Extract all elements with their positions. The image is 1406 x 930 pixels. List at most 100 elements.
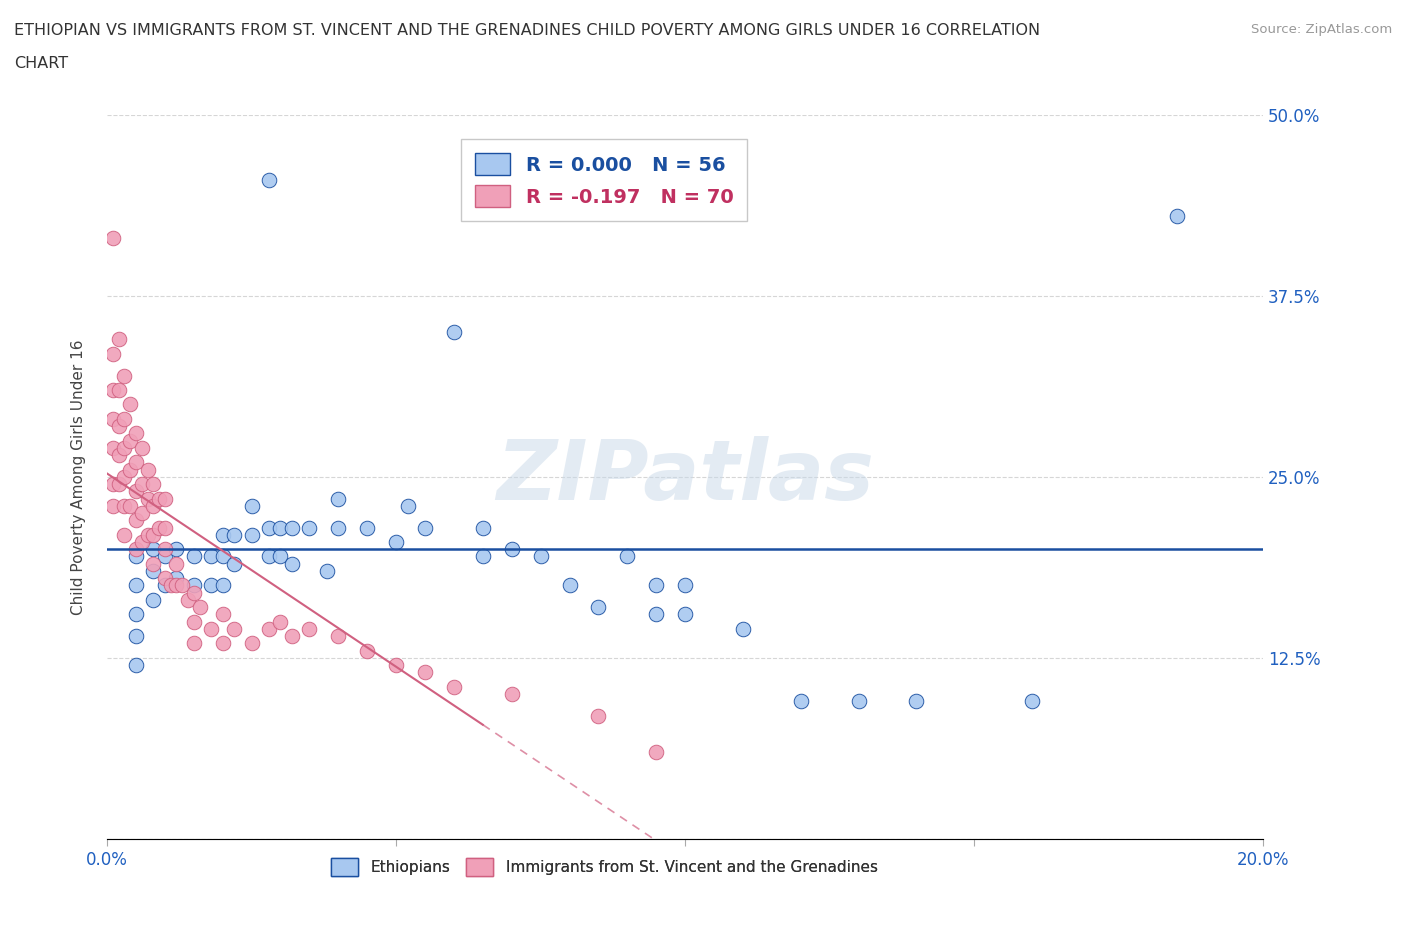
Point bbox=[673, 607, 696, 622]
Point bbox=[131, 535, 153, 550]
Point bbox=[131, 506, 153, 521]
Point bbox=[112, 470, 135, 485]
Point bbox=[142, 542, 165, 557]
Point bbox=[645, 744, 668, 759]
Point bbox=[471, 549, 494, 564]
Point bbox=[315, 564, 337, 578]
Point bbox=[131, 477, 153, 492]
Point bbox=[153, 520, 176, 535]
Point bbox=[142, 592, 165, 607]
Point bbox=[101, 382, 124, 397]
Point bbox=[413, 665, 436, 680]
Point bbox=[101, 346, 124, 361]
Point bbox=[183, 614, 205, 629]
Point bbox=[142, 477, 165, 492]
Point bbox=[153, 491, 176, 506]
Point bbox=[530, 549, 553, 564]
Point bbox=[328, 491, 350, 506]
Point bbox=[107, 332, 129, 347]
Point bbox=[136, 491, 159, 506]
Point bbox=[165, 542, 187, 557]
Point bbox=[645, 578, 668, 592]
Point bbox=[281, 520, 304, 535]
Point bbox=[131, 441, 153, 456]
Point bbox=[396, 498, 419, 513]
Point bbox=[136, 527, 159, 542]
Point bbox=[1021, 694, 1043, 709]
Point bbox=[211, 578, 233, 592]
Point bbox=[112, 527, 135, 542]
Point bbox=[148, 491, 170, 506]
Point bbox=[257, 173, 280, 188]
Point bbox=[183, 578, 205, 592]
Point bbox=[224, 527, 246, 542]
Point bbox=[183, 549, 205, 564]
Point bbox=[112, 368, 135, 383]
Point bbox=[298, 520, 321, 535]
Point bbox=[224, 556, 246, 571]
Point bbox=[165, 578, 187, 592]
Point bbox=[200, 578, 222, 592]
Point bbox=[107, 447, 129, 462]
Point bbox=[120, 498, 142, 513]
Point bbox=[224, 621, 246, 636]
Point bbox=[125, 607, 148, 622]
Point bbox=[153, 578, 176, 592]
Point bbox=[501, 542, 523, 557]
Point bbox=[269, 520, 291, 535]
Point bbox=[112, 411, 135, 426]
Point bbox=[165, 556, 187, 571]
Point bbox=[200, 621, 222, 636]
Point bbox=[112, 441, 135, 456]
Text: Source: ZipAtlas.com: Source: ZipAtlas.com bbox=[1251, 23, 1392, 36]
Point bbox=[1166, 209, 1188, 224]
Point bbox=[211, 549, 233, 564]
Point bbox=[188, 600, 211, 615]
Point bbox=[731, 621, 754, 636]
Point bbox=[148, 520, 170, 535]
Point bbox=[153, 542, 176, 557]
Point bbox=[125, 542, 148, 557]
Point bbox=[257, 520, 280, 535]
Point bbox=[177, 592, 200, 607]
Point bbox=[125, 426, 148, 441]
Point bbox=[142, 564, 165, 578]
Point bbox=[125, 512, 148, 527]
Point bbox=[165, 571, 187, 586]
Point bbox=[471, 520, 494, 535]
Point bbox=[107, 382, 129, 397]
Point bbox=[125, 629, 148, 644]
Y-axis label: Child Poverty Among Girls Under 16: Child Poverty Among Girls Under 16 bbox=[72, 339, 86, 615]
Point bbox=[183, 636, 205, 651]
Point bbox=[125, 578, 148, 592]
Point bbox=[120, 433, 142, 448]
Point bbox=[257, 621, 280, 636]
Point bbox=[385, 658, 408, 672]
Point bbox=[112, 498, 135, 513]
Point bbox=[588, 600, 610, 615]
Point bbox=[905, 694, 928, 709]
Point bbox=[501, 686, 523, 701]
Point bbox=[153, 571, 176, 586]
Point bbox=[107, 418, 129, 433]
Point bbox=[328, 520, 350, 535]
Point bbox=[120, 462, 142, 477]
Point bbox=[240, 527, 263, 542]
Point bbox=[848, 694, 870, 709]
Point bbox=[281, 629, 304, 644]
Point bbox=[616, 549, 638, 564]
Point bbox=[269, 614, 291, 629]
Point bbox=[153, 549, 176, 564]
Point bbox=[645, 607, 668, 622]
Point bbox=[200, 549, 222, 564]
Point bbox=[183, 585, 205, 600]
Point bbox=[790, 694, 813, 709]
Point bbox=[558, 578, 581, 592]
Point bbox=[125, 549, 148, 564]
Point bbox=[211, 607, 233, 622]
Point bbox=[211, 527, 233, 542]
Point bbox=[136, 462, 159, 477]
Point bbox=[240, 498, 263, 513]
Point bbox=[120, 397, 142, 412]
Point bbox=[588, 709, 610, 724]
